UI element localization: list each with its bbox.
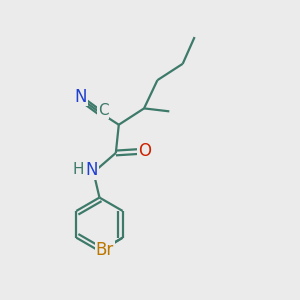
Text: H: H (72, 162, 84, 177)
Text: O: O (138, 142, 151, 160)
Text: N: N (86, 161, 98, 179)
Text: Br: Br (96, 242, 114, 260)
Text: N: N (75, 88, 87, 106)
Text: C: C (98, 103, 108, 118)
